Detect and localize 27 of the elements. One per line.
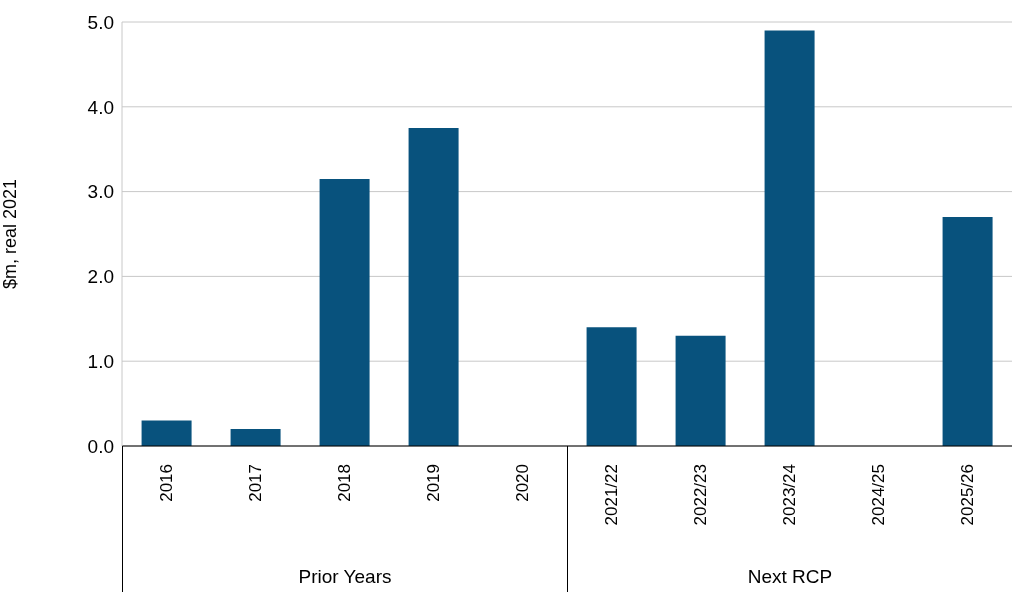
text: Next RCP: [746, 566, 834, 588]
x-tick-label: 2022/23: [691, 464, 710, 526]
bar: [230, 429, 281, 446]
y-tick-label: 5.0: [87, 11, 114, 33]
x-tick-label: 2017: [246, 464, 265, 502]
y-tick-label: 2.0: [87, 266, 114, 288]
x-tick-label: 2025/26: [958, 464, 977, 526]
y-tick-label: 0.0: [87, 435, 114, 457]
y-tick-label: 4.0: [87, 96, 114, 118]
x-tick-label: 2018: [335, 464, 354, 502]
bar: [675, 335, 726, 446]
bar: [942, 217, 993, 446]
x-tick-label: 2021/22: [602, 464, 621, 526]
x-tick-label: 2019: [424, 464, 443, 502]
x-tick-label: 2023/24: [780, 464, 799, 526]
bar: [141, 420, 192, 446]
y-tick-label: 3.0: [87, 181, 114, 203]
x-tick-label: 2020: [513, 464, 532, 502]
y-tick-label: 1.0: [87, 350, 114, 372]
bar: [586, 327, 637, 446]
bar: [408, 128, 459, 446]
bar: [319, 178, 370, 446]
x-tick-label: 2016: [157, 464, 176, 502]
text: Prior Years: [297, 566, 393, 588]
x-tick-label: 2024/25: [869, 464, 888, 526]
y-axis-title: $m, real 2021: [0, 178, 21, 290]
bar: [764, 30, 815, 446]
